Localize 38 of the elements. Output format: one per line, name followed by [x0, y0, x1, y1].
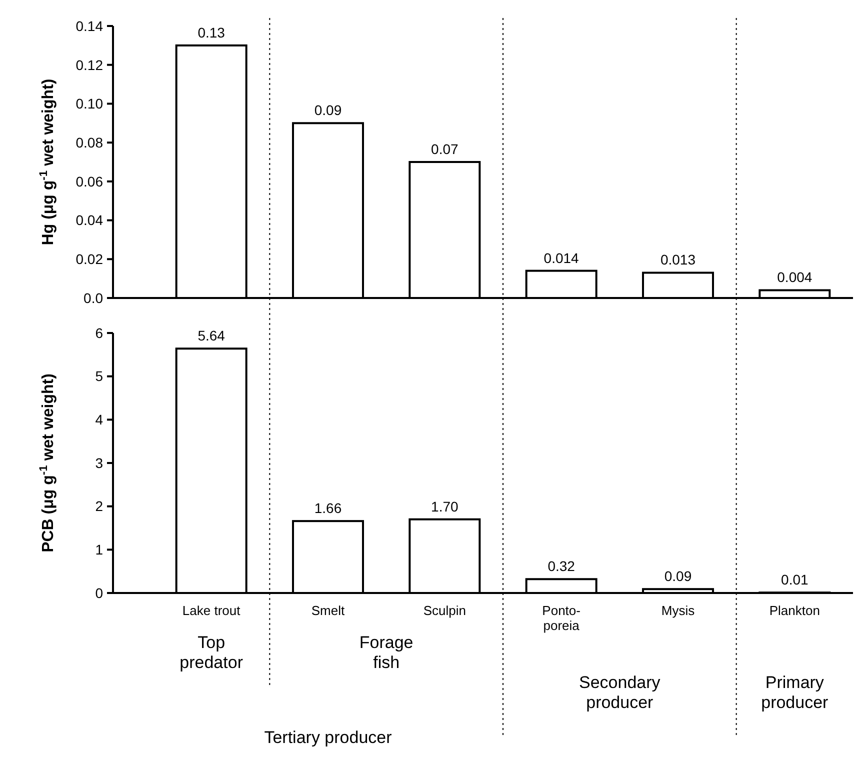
x-tick-label: Plankton — [769, 603, 820, 618]
y-tick-label: 1 — [95, 542, 104, 558]
text: Top predator — [180, 633, 244, 672]
x-tick-label: Lake trout — [182, 603, 241, 618]
text: Secondary producer — [579, 673, 661, 712]
data-label: 0.09 — [664, 568, 692, 584]
y-tick-label: 0.02 — [76, 251, 104, 268]
data-label: 0.32 — [548, 558, 576, 574]
data-label: 0.01 — [781, 572, 809, 588]
data-label: 0.014 — [544, 250, 580, 266]
x-tick-label: Ponto-poreia — [542, 603, 580, 633]
y-tick-label: 6 — [95, 324, 104, 341]
y-tick-label: 5 — [95, 368, 104, 384]
y-tick-label: 0.04 — [76, 212, 104, 228]
y-tick-label: 2 — [95, 498, 104, 514]
x-tick-label: Smelt — [311, 603, 345, 618]
y-tick-label: 0.10 — [76, 96, 104, 112]
data-label: 5.64 — [198, 328, 226, 344]
y-tick-label: 0.06 — [76, 173, 104, 190]
data-label: 1.66 — [314, 500, 342, 516]
data-label: 0.013 — [660, 252, 696, 268]
y-tick-label: 3 — [95, 454, 104, 471]
y-tick-label: 0.14 — [76, 18, 104, 34]
text: Forage fish — [359, 633, 414, 672]
x-tick-label: Sculpin — [423, 603, 466, 618]
data-label: 0.07 — [431, 141, 459, 157]
y-tick-label: 4 — [95, 412, 104, 428]
y-tick-label: 0 — [95, 584, 104, 601]
data-label: 1.70 — [431, 498, 459, 514]
y-tick-label: 0.08 — [76, 134, 104, 150]
data-label: 0.13 — [198, 24, 226, 40]
text: Tertiary producer — [264, 728, 392, 747]
data-label: 0.004 — [777, 269, 812, 286]
x-tick-label: Mysis — [661, 603, 696, 618]
y-tick-label: 0.0 — [84, 290, 104, 306]
data-label: 0.09 — [314, 102, 342, 118]
text: Primary producer — [761, 673, 829, 712]
y-tick-label: 0.12 — [76, 56, 104, 73]
